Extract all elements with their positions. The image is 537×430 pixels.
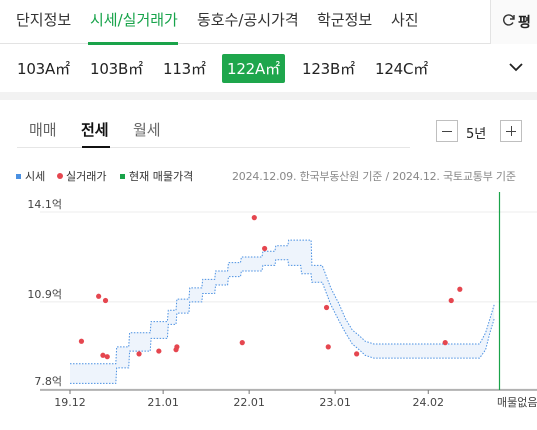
x-tick-label: 23.01 (319, 396, 351, 409)
legend-market: 시세 (25, 170, 46, 183)
x-tick-label: 19.12 (54, 396, 86, 409)
x-tick-label: 24.02 (413, 396, 445, 409)
active-tab-indicator (88, 42, 178, 45)
refresh-icon (503, 14, 515, 26)
chart-grid (40, 211, 537, 390)
area-option[interactable]: 113㎡ (163, 60, 206, 78)
trade-point (354, 351, 360, 357)
tab-baseline (17, 147, 410, 148)
tab-price[interactable]: 시세/실거래가 (90, 11, 178, 29)
trade-point (174, 344, 180, 350)
x-tick-label: 21.01 (147, 396, 179, 409)
y-tick-label: 10.9억 (27, 288, 62, 301)
trade-point (104, 354, 110, 360)
market-band-lower (70, 259, 495, 384)
no-listing-label: 매물없음 (497, 396, 537, 409)
trade-points (78, 215, 463, 360)
trade-point (448, 297, 454, 304)
legend-trade: 실거래가 (66, 170, 107, 183)
unit-toggle-button[interactable]: 평 (490, 0, 537, 44)
trade-point (323, 304, 330, 311)
market-band (70, 239, 495, 384)
period-increase-button[interactable] (500, 120, 522, 142)
listing-legend-swatch (120, 174, 125, 179)
chevron-down-icon[interactable] (507, 60, 525, 74)
trade-point (325, 344, 331, 350)
price-chart: 14.1억 10.9억 7.8억 19.12 21.01 22.01 23.01 24.02 매… (27, 192, 537, 409)
trade-point (136, 351, 142, 357)
tab-monthly-rent[interactable]: 월세 (133, 121, 161, 139)
area-option[interactable]: 124C㎡ (375, 60, 429, 78)
tab-school[interactable]: 학군정보 (317, 11, 373, 29)
trade-legend-dot (57, 173, 63, 179)
x-tick-label: 22.01 (233, 396, 265, 409)
area-option[interactable]: 123B㎡ (302, 60, 355, 78)
area-option-selected[interactable]: 122A㎡ (222, 54, 285, 83)
tab-complex-info[interactable]: 단지정보 (16, 11, 72, 29)
tab-sale[interactable]: 매매 (29, 121, 57, 139)
trade-point (251, 215, 257, 221)
unit-toggle-label: 평 (518, 15, 531, 31)
trade-point (156, 348, 162, 354)
tab-unit-price[interactable]: 동호수/공시가격 (197, 11, 299, 29)
trade-point (457, 286, 463, 292)
trade-point (96, 293, 102, 299)
area-selector: 103A㎡ 103B㎡ 113㎡ 122A㎡ 123B㎡ 124C㎡ (0, 45, 537, 91)
legend-listing: 현재 매물가격 (129, 170, 194, 183)
trade-point (239, 340, 245, 346)
source-note: 2024.12.09. 한국부동산원 기준 / 2024.12. 국토교통부 기… (232, 170, 516, 183)
period-value: 5년 (466, 127, 487, 142)
y-tick-label: 14.1억 (27, 198, 62, 211)
section-divider (0, 92, 537, 100)
market-band-fill (70, 240, 495, 384)
period-decrease-button[interactable] (436, 120, 458, 142)
active-trade-tab-indicator (82, 146, 110, 148)
trade-point (442, 340, 448, 346)
tab-photos[interactable]: 사진 (391, 11, 419, 29)
tab-jeonse[interactable]: 전세 (81, 121, 109, 139)
area-option[interactable]: 103A㎡ (17, 60, 70, 78)
trade-point (78, 338, 85, 344)
chart-axes: 14.1억 10.9억 7.8억 19.12 21.01 22.01 23.01 24.02 매… (27, 192, 537, 409)
main-tab-bar: 단지정보 시세/실거래가 동호수/공시가격 학군정보 사진 평 (0, 0, 537, 45)
trade-point (100, 352, 106, 358)
y-tick-label: 7.8억 (34, 375, 62, 388)
area-option[interactable]: 103B㎡ (90, 60, 143, 78)
trade-point (262, 245, 268, 252)
market-legend-swatch (16, 174, 21, 179)
trade-point (102, 297, 109, 304)
market-band-upper (70, 239, 495, 365)
